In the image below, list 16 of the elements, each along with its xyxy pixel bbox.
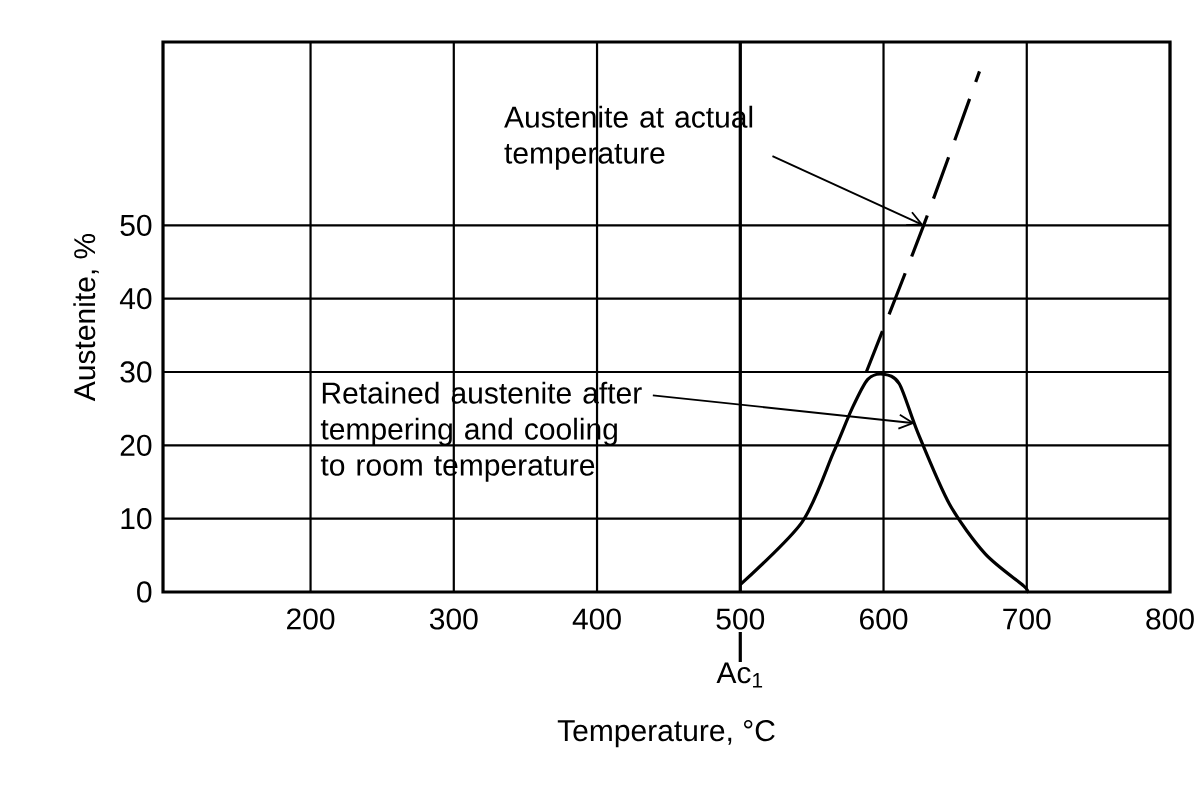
y-tick-label: 30: [120, 361, 152, 383]
y-tick-label: 40: [119, 288, 152, 310]
x-tick-label: 400: [572, 608, 621, 630]
ref-line-label: Ac$_{1}$: [716, 662, 763, 688]
x-tick-label: 500: [716, 608, 765, 630]
y-tick-label: 50: [120, 214, 152, 236]
y-axis-title: Austenite, %: [73, 233, 99, 402]
y-tick-label: 10: [121, 508, 152, 530]
y-tick-label: 0: [137, 581, 152, 603]
x-tick-label: 600: [860, 608, 908, 630]
x-axis-title: Temperature, °C: [557, 720, 775, 748]
x-tick-label: 800: [1146, 608, 1194, 630]
y-tick-label: 20: [120, 434, 152, 456]
x-tick-label: 300: [429, 608, 478, 630]
x-tick-label: 200: [287, 608, 335, 630]
x-tick-label: 700: [1003, 608, 1051, 630]
